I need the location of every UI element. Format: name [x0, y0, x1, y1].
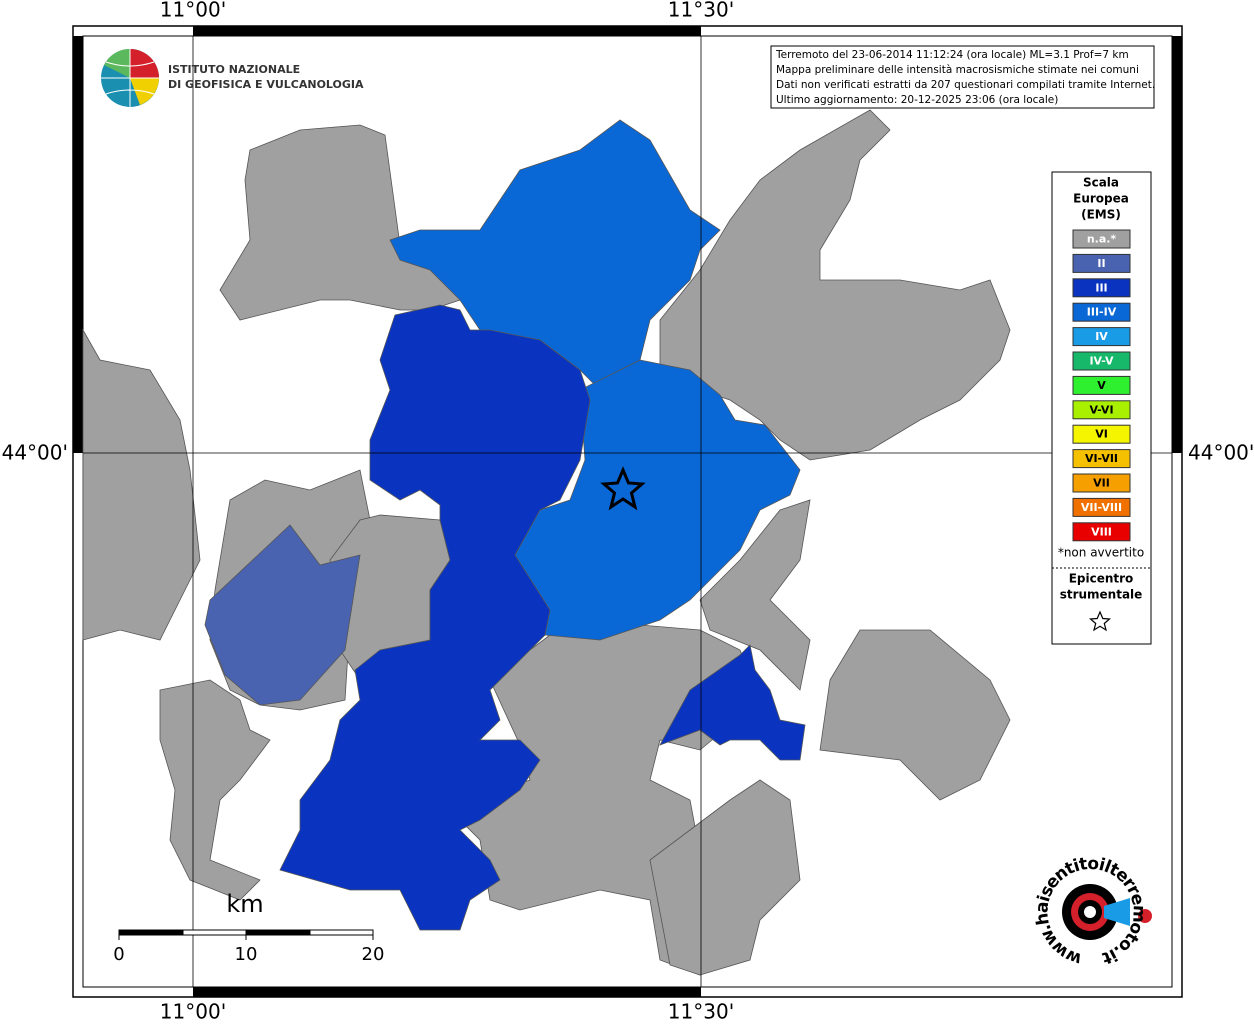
- legend-epicenter: Epicentro: [1069, 572, 1134, 586]
- municipality: [159, 679, 271, 901]
- municipality: [819, 629, 1011, 801]
- info-line: Mappa preliminare delle intensità macros…: [776, 64, 1139, 76]
- legend-label: VII-VIII: [1081, 501, 1122, 514]
- info-box: Terremoto del 23-06-2014 11:12:24 (ora l…: [770, 45, 1155, 109]
- legend-swatch: [1072, 327, 1131, 347]
- logo-segment: [104, 48, 130, 78]
- municipality: [82, 328, 201, 641]
- legend-epicenter: strumentale: [1060, 588, 1143, 602]
- legend-label: VII: [1093, 477, 1110, 490]
- scale-label: 10: [235, 944, 258, 965]
- scale-bar: km 0 10 20: [113, 890, 384, 965]
- legend-label: III: [1095, 281, 1107, 294]
- municipality: [219, 124, 461, 321]
- frame-band: [73, 36, 83, 453]
- legend-swatch: [1072, 229, 1131, 249]
- legend-swatch: [1072, 522, 1131, 542]
- legend: Scala Europea (EMS) *non avvertito Epice…: [1051, 171, 1152, 645]
- legend-label: VI: [1095, 428, 1108, 441]
- info-line: Dati non verificati estratti da 207 ques…: [776, 79, 1155, 91]
- legend-swatch: [1072, 400, 1131, 420]
- legend-swatch: [1072, 473, 1131, 493]
- legend-title: (EMS): [1081, 208, 1121, 222]
- latitude-label: 44°00': [1188, 441, 1254, 465]
- longitude-label: 11°00': [160, 1000, 226, 1024]
- logo-speaker: [1104, 898, 1130, 926]
- legend-label: V: [1097, 379, 1106, 392]
- legend-swatch: [1072, 351, 1131, 371]
- logo-segment: [130, 49, 159, 78]
- legend-label: n.a.*: [1087, 233, 1117, 246]
- legend-swatch: [1072, 253, 1131, 273]
- legend-swatch: [1072, 424, 1131, 444]
- longitude-label: 11°30': [668, 1000, 734, 1024]
- logo-ring: [1084, 906, 1096, 918]
- municipality: [204, 524, 361, 706]
- logo-text: DI GEOFISICA E VULCANOLOGIA: [168, 78, 364, 91]
- legend-label: III-IV: [1087, 306, 1117, 319]
- scale-segment: [118, 929, 184, 936]
- legend-note: *non avvertito: [1058, 546, 1144, 560]
- logo-dot: [1138, 909, 1152, 923]
- legend-label: II: [1097, 257, 1105, 270]
- legend-title: Scala: [1083, 176, 1119, 190]
- legend-label: IV-V: [1089, 355, 1114, 368]
- logo-text: ISTITUTO NAZIONALE: [168, 63, 300, 76]
- frame-band: [193, 26, 701, 36]
- legend-label: IV: [1095, 330, 1108, 343]
- legend-swatch: [1072, 497, 1131, 517]
- frame-band: [1172, 36, 1182, 453]
- legend-swatch: [1072, 302, 1131, 322]
- scale-label: 0: [113, 944, 124, 965]
- legend-title: Europea: [1073, 192, 1129, 206]
- municipality: [389, 119, 721, 391]
- ingv-logo: ISTITUTO NAZIONALE DI GEOFISICA E VULCAN…: [101, 48, 364, 107]
- legend-label: V-VI: [1089, 403, 1113, 416]
- legend-star: [1089, 610, 1111, 632]
- municipality: [649, 779, 801, 976]
- logo-grid: [101, 49, 159, 107]
- municipality: [279, 304, 591, 931]
- scale-label: 20: [362, 944, 385, 965]
- info-line: Terremoto del 23-06-2014 11:12:24 (ora l…: [775, 49, 1129, 61]
- scale-segment: [309, 929, 374, 936]
- legend-swatch: [1072, 278, 1131, 298]
- regions: [82, 109, 1011, 976]
- scale-segment: [245, 929, 311, 936]
- info-frame: [770, 45, 1155, 109]
- info-line: Ultimo aggiornamento: 20-12-2025 23:06 (…: [776, 94, 1058, 106]
- longitude-label: 11°30': [668, 0, 734, 22]
- municipality: [659, 644, 806, 761]
- longitude-label: 11°00': [160, 0, 226, 22]
- epicenter-star: [600, 466, 646, 511]
- municipality: [699, 499, 811, 691]
- latitude-label: 44°00': [2, 441, 68, 465]
- scale-unit: km: [226, 890, 263, 918]
- legend-swatch: [1072, 449, 1131, 469]
- legend-label: VIII: [1091, 525, 1112, 538]
- scale-segment: [182, 929, 247, 936]
- legend-label: VI-VII: [1085, 452, 1118, 465]
- frame-band: [193, 987, 701, 997]
- legend-swatch: [1072, 375, 1131, 395]
